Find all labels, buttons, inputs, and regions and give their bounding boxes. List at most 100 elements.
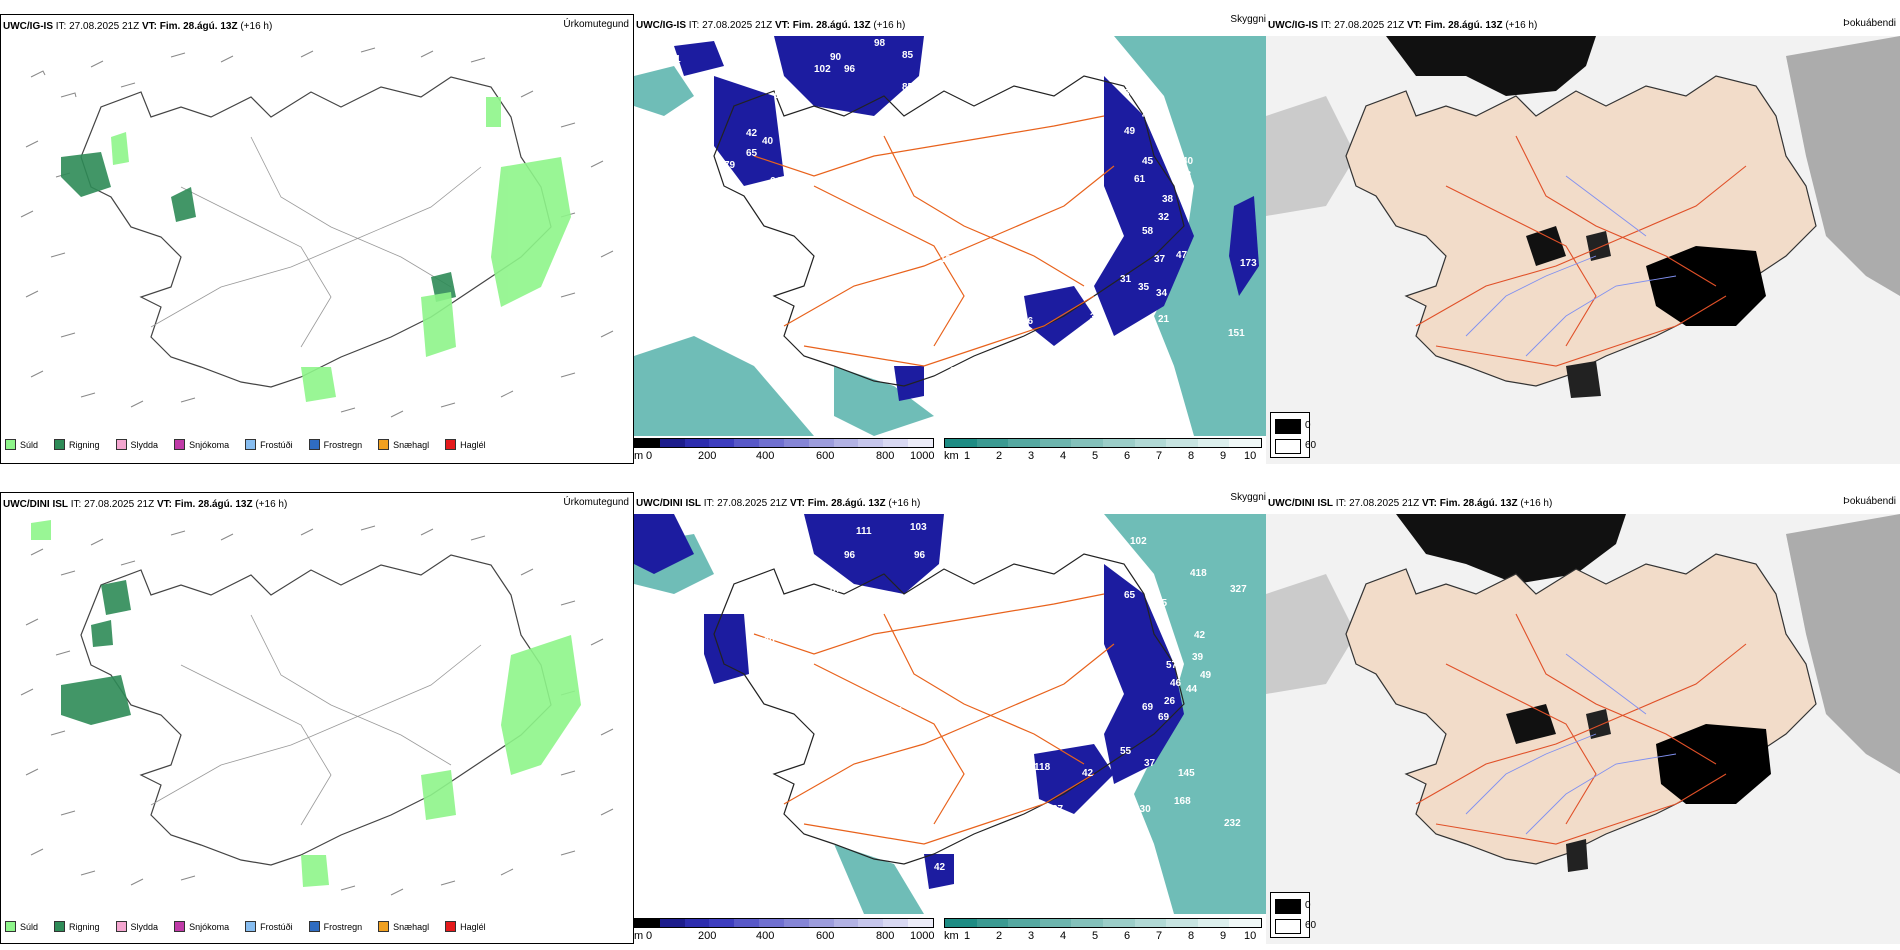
product-label: Skyggni: [1230, 492, 1266, 503]
ceiling-label: 145: [1178, 768, 1195, 779]
ceiling-label: 29: [1064, 348, 1076, 359]
legend-label: 0: [1305, 420, 1311, 431]
fog-panel-row2: UWC/DINI ISL IT: 27.08.2025 21Z VT: Fim.…: [1266, 492, 1900, 944]
legend-swatch: [378, 921, 390, 932]
ceiling-label: 35: [1090, 312, 1102, 323]
precip-map: [20, 47, 614, 418]
precip-rain: [61, 152, 456, 302]
ceiling-label: 110: [952, 714, 969, 725]
legend-swatch: [174, 439, 186, 450]
ceiling-label: 96: [844, 64, 856, 75]
ceiling-label: 27: [950, 366, 962, 377]
ceiling-label: 83: [878, 734, 890, 745]
fog-black-patch: [1646, 246, 1766, 326]
ceiling-label: 38: [1124, 554, 1136, 565]
ceiling-label: 173: [1240, 258, 1257, 269]
fog-black-patch: [1586, 709, 1611, 739]
ceiling-label: 58: [1142, 226, 1154, 237]
fog-dark-sky: [1396, 514, 1626, 584]
cloud-panel-row1: UWC/IG-IS IT: 27.08.2025 21Z VT: Fim. 28…: [634, 14, 1266, 464]
fog-legend: 0 60: [1270, 412, 1316, 458]
cloud-ceiling: [634, 514, 1184, 889]
ceiling-label: 38: [1180, 170, 1192, 181]
ceiling-label: 706: [738, 540, 755, 551]
ceiling-label: 31: [1120, 274, 1132, 285]
ceiling-label: 32: [934, 406, 946, 417]
precip-map: [20, 520, 614, 896]
ceiling-label: 32: [1158, 212, 1170, 223]
ceiling-label: 40: [1182, 156, 1194, 167]
fog-panel-row1: UWC/IG-IS IT: 27.08.2025 21Z VT: Fim. 28…: [1266, 14, 1900, 464]
ceiling-label: 38: [1162, 194, 1174, 205]
panel-header: UWC/IG-IS IT: 27.08.2025 21Z VT: Fim. 28…: [3, 21, 273, 32]
roads: [1415, 613, 1747, 845]
product-label: Skyggni: [1230, 14, 1266, 25]
iceland-outline: [80, 554, 552, 866]
ceiling-label: 37: [1144, 758, 1156, 769]
ceiling-label: 104: [1018, 746, 1035, 757]
ceiling-label: 64: [774, 90, 786, 101]
product-label: Þokuábendi: [1843, 18, 1896, 29]
legend-item: Haglél: [445, 921, 486, 932]
legend-swatch: [445, 921, 457, 932]
ceiling-label: 34: [1156, 288, 1168, 299]
ceiling-colorbar: [634, 918, 934, 928]
ceiling-label: 231: [664, 54, 681, 65]
fog-black-patch: [1506, 704, 1556, 744]
ceiling-label: 103: [910, 522, 927, 533]
precip-legend: Súld Rigning Slydda Snjókoma Frostúði Fr…: [5, 921, 498, 932]
legend-swatch: [378, 439, 390, 450]
legend-swatch: [174, 921, 186, 932]
legend-item: Snæhagl: [378, 921, 429, 932]
ceiling-label: 46: [1170, 678, 1182, 689]
legend-item: Slydda: [115, 921, 158, 932]
cloud-ceiling: [674, 36, 1259, 401]
ceiling-label: 232: [1224, 818, 1241, 829]
ceiling-label: 168: [1174, 796, 1191, 807]
ceiling-label: 21: [1158, 314, 1170, 325]
legend-swatch: [1275, 439, 1301, 454]
legend-item: Súld: [5, 439, 38, 450]
ceiling-label: 79: [724, 160, 736, 171]
legend-swatch: [54, 921, 66, 932]
iceland-outline: [713, 553, 1185, 865]
fog-black-patch: [1566, 839, 1588, 872]
ceiling-label: 47: [1142, 574, 1154, 585]
fog-black-patch: [1526, 226, 1566, 266]
ceiling-label: 42: [1194, 630, 1206, 641]
ceiling-label: 137: [940, 254, 957, 265]
panel-header: UWC/IG-IS IT: 27.08.2025 21Z VT: Fim. 28…: [636, 20, 906, 31]
ceiling-label: 98: [874, 38, 886, 49]
ceiling-label: 59: [1054, 274, 1066, 285]
ceiling-label: 86: [1022, 316, 1034, 327]
precip-legend: Súld Rigning Slydda Snjókoma Frostúði Fr…: [5, 439, 498, 450]
ceiling-label: 57: [1166, 660, 1178, 671]
ceiling-label: 64: [770, 176, 782, 187]
ceiling-label: 81: [892, 706, 904, 717]
ceiling-label: 65: [746, 148, 758, 159]
ceiling-label: 100: [758, 636, 775, 647]
ceiling-label: 44: [1186, 684, 1198, 695]
ceiling-label: 418: [1190, 568, 1207, 579]
visibility-colorbar: [944, 438, 1262, 448]
fog-black-patch: [1566, 361, 1601, 398]
rivers: [1465, 653, 1677, 835]
ceiling-label: 42: [746, 128, 758, 139]
fog-grey: [1786, 36, 1900, 296]
ceiling-label: 42: [934, 862, 946, 873]
ceiling-label: 65: [1124, 590, 1136, 601]
precip-drizzle: [31, 520, 581, 887]
fog-grey: [1266, 96, 1356, 216]
ceiling-label: 61: [1134, 174, 1146, 185]
ceiling-label: 45: [1142, 156, 1154, 167]
ceiling-label: 55: [1156, 598, 1168, 609]
legend-label: 60: [1305, 920, 1317, 931]
ceiling-label: 37: [1154, 254, 1166, 265]
ceiling-label: 26: [1164, 696, 1176, 707]
panel-header: UWC/DINI ISL IT: 27.08.2025 21Z VT: Fim.…: [636, 498, 921, 509]
product-label: Þokuábendi: [1843, 496, 1896, 507]
panel-header: UWC/DINI ISL IT: 27.08.2025 21Z VT: Fim.…: [1268, 498, 1553, 509]
legend-swatch: [115, 439, 127, 450]
ceiling-label: 96: [914, 550, 926, 561]
ceiling-label: 45: [1142, 110, 1154, 121]
